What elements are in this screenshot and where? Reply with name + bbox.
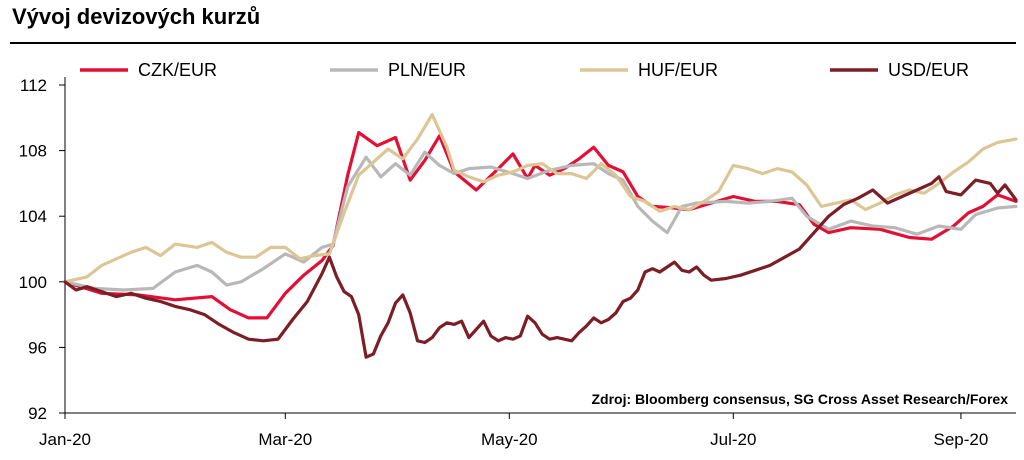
- series-line-pln-eur: [63, 150, 1018, 292]
- legend: CZK/EUR PLN/EUR HUF/EUR USD/EUR: [80, 60, 969, 80]
- plot-lines: [63, 112, 1018, 359]
- x-tick-label: Jan-20: [39, 430, 91, 449]
- y-tick-label: 92: [28, 404, 47, 423]
- y-axis: 92 96 100 104 108 112: [19, 76, 66, 423]
- legend-label: USD/EUR: [888, 60, 969, 80]
- series-line-czk-eur: [63, 131, 1018, 320]
- series-line-usd-eur: [63, 175, 1018, 359]
- page-title: Vývoj devizových kurzů: [12, 4, 261, 29]
- y-tick-label: 104: [19, 207, 47, 226]
- x-tick-label: Mar-20: [258, 430, 312, 449]
- title-rule: [10, 42, 1016, 44]
- y-tick-label: 100: [19, 273, 47, 292]
- x-tick-label: Jul-20: [710, 430, 756, 449]
- y-tick-label: 96: [28, 338, 47, 357]
- x-axis: Jan-20 Mar-20 May-20 Jul-20 Sep-20: [39, 412, 1016, 449]
- y-tick-label: 112: [20, 76, 47, 95]
- legend-label: CZK/EUR: [138, 60, 217, 80]
- source-note: Zdroj: Bloomberg consensus, SG Cross Ass…: [592, 391, 1009, 407]
- series-line-huf-eur: [63, 112, 1018, 284]
- y-tick-label: 108: [19, 142, 47, 161]
- legend-label: PLN/EUR: [388, 60, 466, 80]
- x-tick-label: Sep-20: [934, 430, 989, 449]
- legend-label: HUF/EUR: [638, 60, 718, 80]
- x-tick-label: May-20: [481, 430, 538, 449]
